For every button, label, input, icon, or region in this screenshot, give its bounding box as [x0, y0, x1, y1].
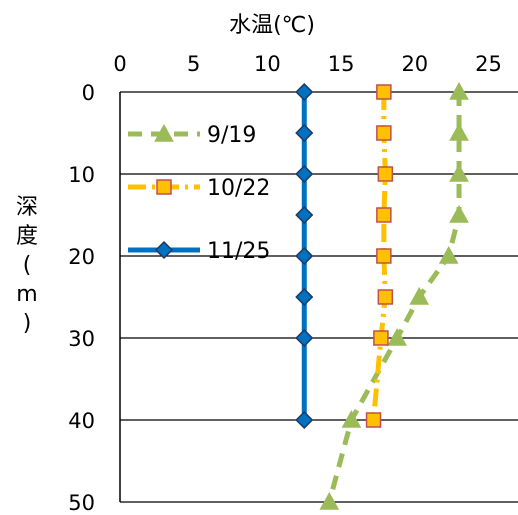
point-0-8 — [319, 491, 340, 510]
point-1-6 — [373, 330, 389, 346]
point-0-5 — [409, 286, 430, 305]
point-2-1 — [295, 123, 314, 143]
y-tick-label-0: 0 — [82, 81, 95, 105]
y-axis-title: 深度 ( m) — [16, 195, 38, 336]
series-1 — [365, 84, 394, 428]
point-2-0 — [295, 82, 314, 102]
series-2 — [295, 82, 314, 430]
y-axis-title-char-2: ( — [23, 253, 32, 278]
point-0-4 — [438, 245, 459, 264]
y-axis-title-char-0: 深 — [16, 195, 38, 220]
point-0-2 — [449, 163, 469, 182]
x-tick-label-15: 15 — [328, 52, 355, 76]
series-0 — [319, 81, 469, 510]
point-2-2 — [295, 164, 314, 184]
x-tick-label-0: 0 — [113, 52, 126, 76]
y-tick-label-10: 10 — [68, 163, 95, 187]
x-axis-title: 水温(℃) — [229, 13, 315, 38]
point-1-2 — [377, 166, 394, 182]
y-axis-title-char-1: 度 — [16, 224, 38, 249]
legend-label-1: 10/22 — [207, 176, 270, 201]
legend-label-0: 9/19 — [207, 123, 256, 148]
legend-label-2: 11/25 — [207, 239, 270, 264]
y-axis-title-char-3: m — [16, 282, 37, 307]
point-1-3 — [376, 207, 392, 223]
legend-marker-0 — [154, 123, 174, 142]
point-1-0 — [376, 84, 392, 100]
point-0-3 — [449, 204, 469, 223]
point-0-0 — [449, 81, 469, 100]
y-axis-title-char-4: ) — [23, 311, 32, 336]
x-tick-label-5: 5 — [187, 52, 200, 76]
point-2-5 — [295, 287, 314, 307]
x-tick-label-20: 20 — [401, 52, 428, 76]
point-2-4 — [295, 246, 314, 266]
series-group — [295, 81, 469, 510]
point-2-6 — [295, 328, 314, 348]
point-0-7 — [341, 409, 362, 428]
y-tick-label-40: 40 — [68, 409, 95, 433]
series-line-0 — [326, 92, 462, 503]
point-2-7 — [295, 410, 314, 430]
point-1-4 — [376, 248, 392, 264]
point-0-6 — [387, 327, 407, 346]
point-1-5 — [377, 289, 394, 305]
point-1-7 — [365, 412, 382, 428]
point-2-3 — [295, 205, 314, 225]
point-1-1 — [376, 125, 392, 141]
grid — [120, 91, 518, 503]
y-tick-labels: 0 10 20 30 40 50 — [68, 81, 95, 515]
y-tick-label-50: 50 — [68, 491, 95, 515]
x-tick-label-10: 10 — [254, 52, 281, 76]
legend-marker-1 — [156, 179, 172, 195]
x-tick-labels: 0 5 10 15 20 25 — [113, 52, 502, 76]
point-0-1 — [449, 122, 469, 141]
y-tick-label-20: 20 — [68, 245, 95, 269]
legend: 9/19 10/22 11/25 — [128, 123, 270, 264]
x-tick-label-25: 25 — [475, 52, 502, 76]
y-tick-label-30: 30 — [68, 327, 95, 351]
legend-marker-2 — [154, 240, 174, 260]
